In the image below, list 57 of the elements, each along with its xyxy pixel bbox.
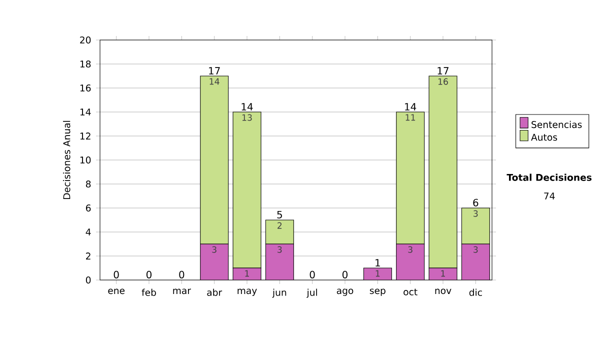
y-tick-label: 6 [86,204,91,212]
total-label: 0 [310,270,315,278]
total-label: 0 [179,270,184,278]
y-axis-title: Decisiones Anual [63,120,70,199]
y-tick-label: 14 [80,108,91,116]
total-label: 14 [242,103,253,110]
x-tick-label: sep [370,288,386,296]
data-label: 2 [278,222,282,229]
data-label: 1 [376,270,380,277]
x-tick-label: abr [207,288,222,296]
total-label: 17 [438,67,448,74]
total-label: 0 [146,270,152,278]
data-label: 3 [408,246,412,253]
data-label: 3 [212,246,216,253]
x-tick-label: nov [435,288,452,294]
bar [396,244,425,280]
text: Total Decisiones [506,174,592,181]
total-label: 6 [473,198,478,206]
data-label: 3 [474,246,478,253]
y-tick-label: 4 [86,228,91,236]
total-label: 17 [209,67,220,74]
text: 74 [544,192,555,200]
y-tick-label: 0 [86,276,91,284]
x-tick-label: ene [108,288,125,294]
y-tick-label: 2 [86,252,90,260]
bar [200,244,229,280]
x-tick-label: may [238,288,257,296]
bar [265,244,294,280]
total-label: 1 [376,259,380,266]
data-label: 13 [242,114,252,121]
data-label: 11 [406,114,416,121]
data-label: 1 [245,270,249,277]
legend-label: Sentencias [532,120,582,128]
x-tick-label: dic [469,288,482,296]
data-label: 3 [278,246,282,253]
bar [461,244,490,280]
data-label: 3 [474,210,478,217]
total-label: 14 [405,103,416,110]
y-tick-label: 12 [80,132,90,140]
total-label: 0 [342,270,348,278]
legend-label: Autos [531,134,558,141]
total-label: 0 [114,270,119,278]
x-tick-label: feb [142,288,156,296]
y-tick-label: 20 [80,36,91,44]
data-label: 16 [438,78,448,85]
x-tick-label: jun [272,288,286,298]
data-label: 1 [441,270,445,277]
total-label: 5 [277,210,282,218]
y-tick-label: 8 [86,180,91,188]
data-label: 14 [210,78,220,85]
x-tick-label: mar [173,288,191,294]
x-tick-label: ago [336,288,354,296]
y-tick-label: 16 [80,84,91,92]
y-tick-label: 10 [80,156,91,164]
x-tick-label: oct [404,288,418,296]
x-tick-label: jul [306,288,318,298]
y-tick-label: 18 [80,60,91,68]
